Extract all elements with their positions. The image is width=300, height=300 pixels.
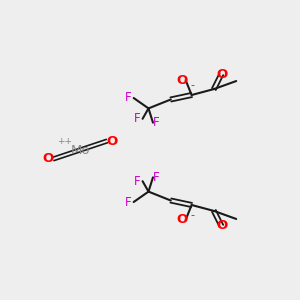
Text: -: - <box>190 80 194 90</box>
Text: -: - <box>190 210 194 220</box>
Text: ++: ++ <box>57 137 72 146</box>
Text: O: O <box>106 135 118 148</box>
Text: O: O <box>176 74 188 87</box>
Text: F: F <box>125 196 132 208</box>
Text: O: O <box>216 219 228 232</box>
Text: O: O <box>216 68 228 81</box>
Text: Mo: Mo <box>70 143 90 157</box>
Text: O: O <box>176 213 188 226</box>
Text: O: O <box>42 152 54 165</box>
Text: F: F <box>153 171 159 184</box>
Text: F: F <box>153 116 159 129</box>
Text: F: F <box>134 175 140 188</box>
Text: F: F <box>134 112 140 125</box>
Text: F: F <box>125 92 132 104</box>
